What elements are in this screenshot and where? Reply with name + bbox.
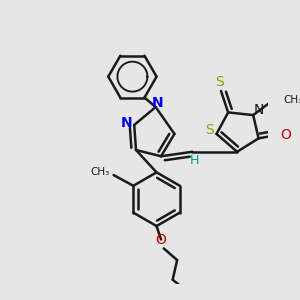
Text: O: O <box>156 233 167 248</box>
Text: CH₃: CH₃ <box>284 95 300 105</box>
Text: S: S <box>215 75 224 89</box>
Text: N: N <box>121 116 133 130</box>
Text: S: S <box>205 123 214 137</box>
Text: O: O <box>280 128 291 142</box>
Text: H: H <box>190 154 199 167</box>
Text: CH₃: CH₃ <box>90 167 109 177</box>
Text: N: N <box>152 96 163 110</box>
Text: N: N <box>254 103 264 117</box>
